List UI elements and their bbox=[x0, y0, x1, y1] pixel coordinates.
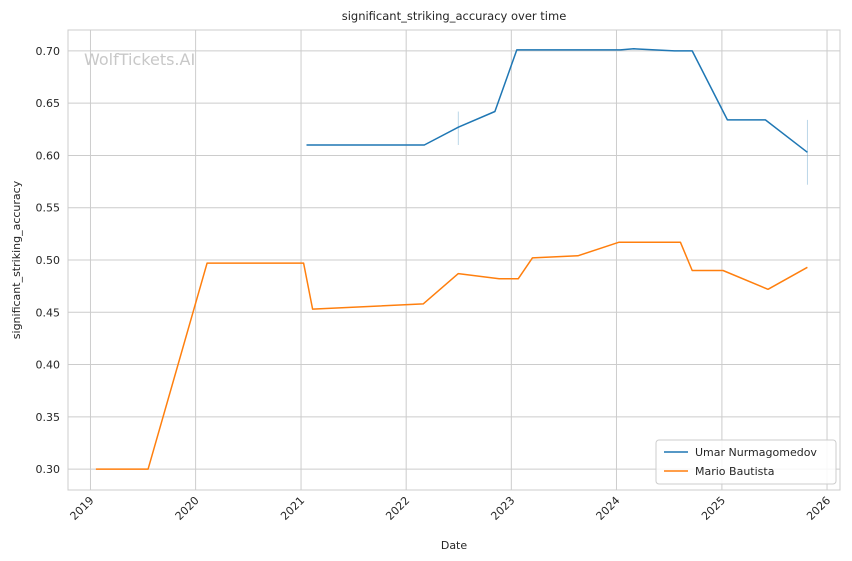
y-axis-ticks: 0.30 0.35 0.40 0.45 0.50 0.55 0.60 0.65 0.70 bbox=[36, 45, 61, 476]
series-layer bbox=[95, 48, 808, 470]
legend: Umar Nurmagomedov Mario Bautista bbox=[655, 439, 837, 485]
legend-box bbox=[655, 439, 837, 485]
x-tick-label: 2021 bbox=[278, 494, 307, 523]
x-tick-label: 2023 bbox=[488, 494, 517, 523]
watermark-text: WolfTickets.AI bbox=[84, 50, 195, 69]
chart-title: significant_striking_accuracy over time bbox=[342, 9, 567, 23]
series-line-mario bbox=[95, 241, 808, 470]
y-tick-label: 0.60 bbox=[36, 149, 61, 162]
y-tick-label: 0.35 bbox=[36, 411, 61, 424]
x-axis-ticks: 2019 2020 2021 2022 2023 2024 2025 2026 bbox=[68, 494, 834, 523]
legend-label-mario: Mario Bautista bbox=[695, 465, 774, 478]
x-tick-label: 2025 bbox=[699, 494, 728, 523]
y-tick-label: 0.45 bbox=[36, 306, 61, 319]
series-line-umar bbox=[306, 48, 808, 153]
y-tick-label: 0.50 bbox=[36, 254, 61, 267]
grid-lines bbox=[68, 30, 840, 490]
y-tick-label: 0.55 bbox=[36, 202, 61, 215]
x-tick-label: 2019 bbox=[68, 494, 97, 523]
y-tick-label: 0.30 bbox=[36, 463, 61, 476]
plot-area-frame bbox=[67, 29, 841, 491]
y-tick-label: 0.65 bbox=[36, 97, 61, 110]
x-tick-label: 2026 bbox=[804, 494, 833, 523]
y-axis-label: significant_striking_accuracy bbox=[10, 180, 23, 339]
x-tick-label: 2022 bbox=[383, 494, 412, 523]
x-tick-label: 2020 bbox=[173, 494, 202, 523]
legend-label-umar: Umar Nurmagomedov bbox=[695, 446, 817, 459]
x-tick-label: 2024 bbox=[594, 494, 623, 523]
y-tick-label: 0.70 bbox=[36, 45, 61, 58]
y-tick-label: 0.40 bbox=[36, 359, 61, 372]
x-axis-label: Date bbox=[441, 539, 468, 552]
